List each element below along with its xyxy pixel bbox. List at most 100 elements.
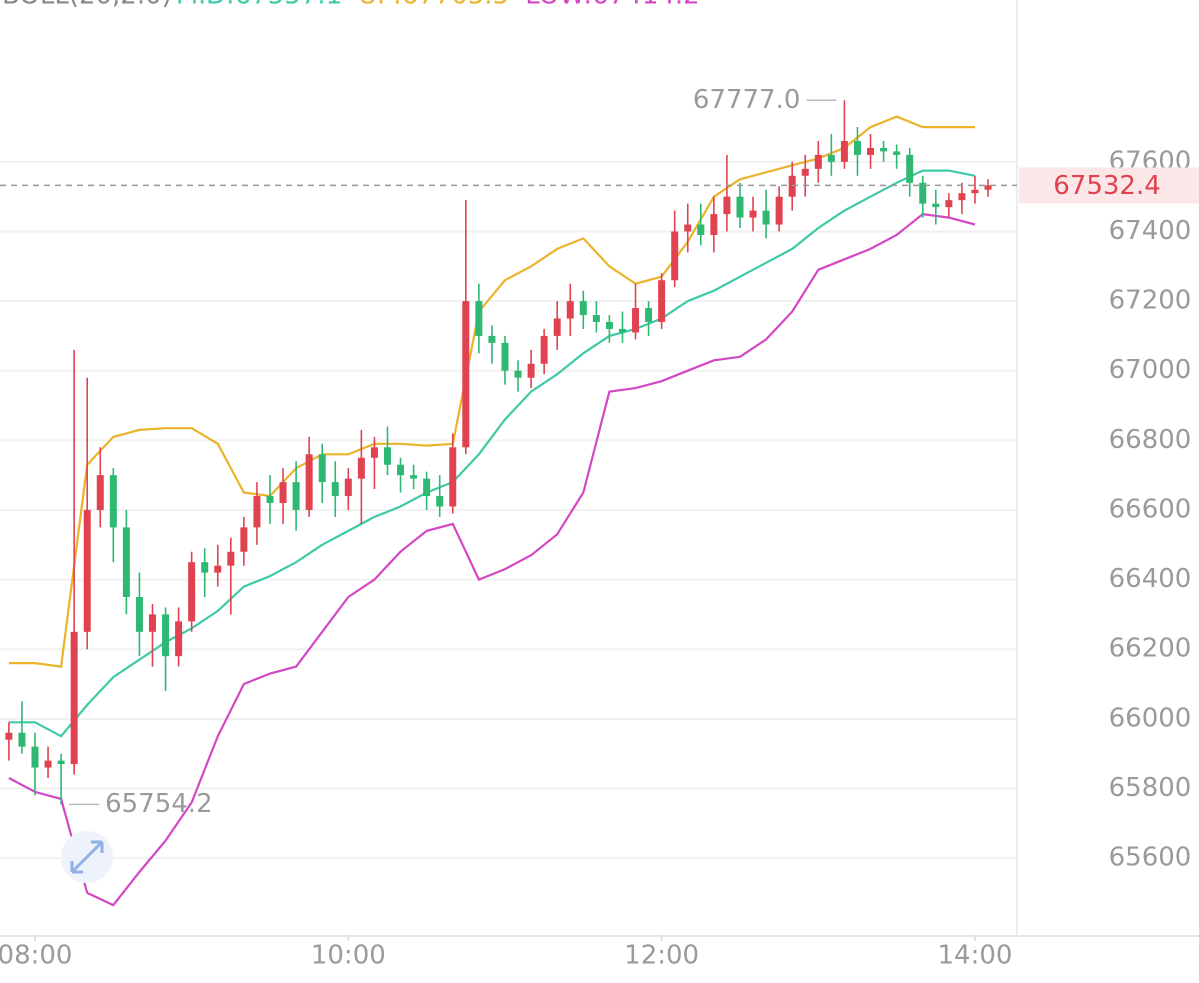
band-line <box>8 169 976 738</box>
candle-body <box>945 200 953 208</box>
band-line <box>8 212 976 907</box>
candle-body <box>305 454 313 510</box>
candle-body <box>201 562 209 573</box>
candle-body <box>645 308 653 322</box>
annotation-label: 65754.2 <box>105 789 213 819</box>
candle-body <box>18 732 26 747</box>
candle-body <box>175 621 183 657</box>
candle-body <box>932 203 940 208</box>
candle-body <box>906 154 914 183</box>
candle-body <box>579 301 587 316</box>
candle-body <box>880 147 888 152</box>
annotation-label: 67777.0 <box>693 85 801 115</box>
candle-body <box>109 475 117 528</box>
candle-body <box>292 482 300 510</box>
candle-body <box>279 482 287 504</box>
candle-body <box>592 315 600 322</box>
candle-body <box>605 321 613 329</box>
y-tick-label: 66600 <box>1109 494 1192 524</box>
candle-body <box>214 565 222 573</box>
x-tick-label: 14:00 <box>937 941 1012 971</box>
candle-body <box>632 308 640 333</box>
candle-body <box>436 496 444 507</box>
candle-body <box>475 301 483 336</box>
candle-body <box>723 196 731 215</box>
bands <box>8 115 976 907</box>
candle-body <box>501 342 509 371</box>
candle-body <box>44 760 52 768</box>
y-tick-label: 67400 <box>1109 216 1192 246</box>
candle-body <box>749 210 757 218</box>
candle-body <box>423 478 431 497</box>
candle-body <box>697 224 705 235</box>
y-tick-label: 67200 <box>1109 286 1192 316</box>
candle-body <box>971 189 979 194</box>
candle-body <box>540 335 548 364</box>
candle-body <box>370 447 378 458</box>
candle-body <box>188 562 196 622</box>
candle-body <box>853 140 861 155</box>
y-tick-label: 66400 <box>1109 564 1192 594</box>
candle-body <box>162 614 170 657</box>
legend-indicator: BOLL(20,2.0) <box>2 0 172 11</box>
candle-body <box>919 182 927 204</box>
last-price-label: 67532.4 <box>1053 171 1161 201</box>
legend-entry: LOW:67414.2 <box>525 0 699 11</box>
candle-body <box>801 168 809 176</box>
candle-body <box>253 496 261 528</box>
legend-entry: UP:67705.5 <box>358 0 509 11</box>
legend-entry: MID:67557.1 <box>176 0 342 11</box>
candle-body <box>658 280 666 322</box>
candle-body <box>553 318 561 336</box>
candle-body <box>958 193 966 201</box>
candle-body <box>96 475 104 510</box>
candle-body <box>357 457 365 479</box>
candle-body <box>383 447 391 465</box>
candle-body <box>827 154 835 162</box>
y-tick-label: 65600 <box>1109 843 1192 873</box>
candle-body <box>566 301 574 319</box>
candle-body <box>70 631 78 765</box>
candle-body <box>684 224 692 232</box>
candle-body <box>814 154 822 169</box>
candle-body <box>462 301 470 448</box>
last-price-box <box>1019 167 1199 204</box>
y-tick-label: 65800 <box>1109 773 1192 803</box>
expand-button[interactable] <box>61 831 113 883</box>
candle-body <box>788 175 796 197</box>
candle-body <box>514 370 522 378</box>
candle-body <box>344 478 352 497</box>
candles <box>5 100 992 805</box>
candle-body <box>240 527 248 552</box>
y-tick-label: 66200 <box>1109 634 1192 664</box>
candle-body <box>266 496 274 504</box>
band-line <box>8 115 975 668</box>
candle-body <box>618 328 626 333</box>
y-tick-label: 66000 <box>1109 703 1192 733</box>
candle-body <box>984 185 992 190</box>
y-tick-label: 66800 <box>1109 425 1192 455</box>
candle-body <box>762 210 770 225</box>
x-tick-label: 12:00 <box>624 941 699 971</box>
candle-body <box>135 596 143 632</box>
candle-body <box>410 475 418 479</box>
candle-body <box>710 214 718 235</box>
candle-body <box>397 464 405 476</box>
labels: 65600 65800 66000 66200 66400 66600 66800 67000… <box>0 85 1199 971</box>
candle-body <box>331 482 339 497</box>
candle-body <box>449 447 457 507</box>
candle-body <box>867 147 875 155</box>
candle-body <box>840 140 848 162</box>
candle-body <box>5 732 13 740</box>
candle-body <box>122 527 130 597</box>
candle-body <box>893 151 901 155</box>
expand-icon[interactable] <box>70 840 104 874</box>
x-tick-label: 10:00 <box>311 941 386 971</box>
candle-body <box>527 363 535 378</box>
candle-body <box>671 231 679 281</box>
candle-body <box>31 746 39 768</box>
candle-body <box>775 196 783 225</box>
candle-body <box>148 614 156 632</box>
candle-body <box>488 335 496 343</box>
